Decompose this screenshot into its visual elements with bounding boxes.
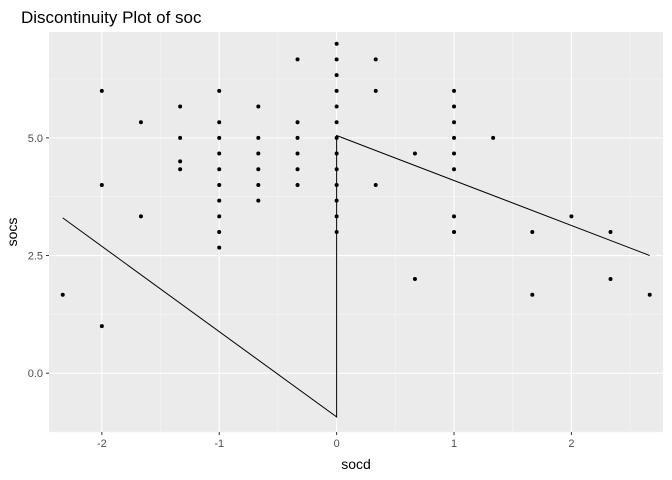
data-point bbox=[178, 104, 183, 109]
data-point bbox=[491, 135, 496, 140]
data-point bbox=[452, 230, 457, 234]
data-point bbox=[608, 230, 613, 234]
data-point bbox=[138, 120, 143, 125]
data-point bbox=[647, 292, 652, 297]
data-point bbox=[334, 120, 339, 125]
data-point bbox=[217, 120, 222, 125]
x-tick-label: -2 bbox=[97, 438, 107, 450]
data-point bbox=[256, 104, 261, 109]
data-point bbox=[295, 135, 300, 140]
data-point bbox=[334, 57, 339, 62]
data-point bbox=[256, 167, 261, 172]
data-point bbox=[217, 214, 222, 219]
data-point bbox=[334, 41, 339, 46]
data-point bbox=[373, 57, 378, 62]
x-tick-label: 1 bbox=[451, 438, 457, 450]
data-points-layer bbox=[60, 41, 652, 329]
x-axis-title: socd bbox=[341, 456, 371, 472]
data-point bbox=[256, 198, 261, 203]
plot-panel bbox=[49, 32, 663, 432]
x-axis: -2 -1 0 1 2 bbox=[97, 432, 574, 450]
data-point bbox=[138, 214, 143, 219]
data-point bbox=[60, 292, 65, 297]
data-point bbox=[217, 88, 222, 93]
data-point bbox=[178, 159, 183, 164]
fit-line-layer bbox=[62, 134, 650, 418]
y-tick-label: 0.0 bbox=[28, 368, 43, 380]
x-tick-label: 0 bbox=[334, 438, 340, 450]
x-tick-label: 2 bbox=[568, 438, 574, 450]
data-point bbox=[295, 151, 300, 156]
data-point bbox=[334, 88, 339, 93]
data-point bbox=[217, 245, 222, 250]
data-point bbox=[569, 214, 574, 219]
data-point bbox=[334, 182, 339, 187]
y-tick-label: 2.5 bbox=[28, 251, 43, 263]
data-point bbox=[295, 120, 300, 125]
data-point bbox=[217, 230, 222, 234]
data-point bbox=[373, 88, 378, 93]
y-axis: 0.0 2.5 5.0 bbox=[28, 133, 49, 380]
data-point bbox=[334, 151, 339, 156]
chart-title: Discontinuity Plot of soc bbox=[21, 8, 202, 27]
data-point bbox=[530, 230, 535, 234]
data-point bbox=[217, 167, 222, 172]
data-point bbox=[256, 135, 261, 140]
data-point bbox=[295, 57, 300, 62]
data-point bbox=[452, 88, 457, 93]
data-point bbox=[178, 167, 183, 172]
data-point bbox=[373, 182, 378, 187]
data-point bbox=[452, 120, 457, 125]
data-point bbox=[452, 214, 457, 219]
data-point bbox=[295, 182, 300, 187]
x-tick-label: -1 bbox=[214, 438, 224, 450]
data-point bbox=[99, 182, 104, 187]
data-point bbox=[256, 182, 261, 187]
data-point bbox=[99, 88, 104, 93]
data-point bbox=[412, 277, 417, 282]
data-point bbox=[334, 104, 339, 109]
data-point bbox=[452, 135, 457, 140]
data-point bbox=[452, 104, 457, 109]
y-axis-title: socs bbox=[4, 218, 20, 247]
data-point bbox=[217, 135, 222, 140]
data-point bbox=[334, 214, 339, 219]
fit-line bbox=[62, 134, 650, 418]
minor-gridlines bbox=[49, 32, 663, 433]
data-point bbox=[295, 167, 300, 172]
data-point bbox=[217, 182, 222, 187]
data-point bbox=[452, 151, 457, 156]
y-tick-label: 5.0 bbox=[28, 133, 43, 145]
data-point bbox=[334, 198, 339, 203]
data-point bbox=[217, 198, 222, 203]
data-point bbox=[334, 230, 339, 234]
data-point bbox=[608, 277, 613, 282]
data-point bbox=[412, 151, 417, 156]
data-point bbox=[334, 167, 339, 172]
data-point bbox=[99, 324, 104, 329]
data-point bbox=[452, 167, 457, 172]
data-point bbox=[334, 135, 339, 140]
data-point bbox=[530, 292, 535, 297]
data-point bbox=[178, 135, 183, 140]
data-point bbox=[256, 151, 261, 156]
data-point bbox=[217, 151, 222, 156]
data-point bbox=[334, 73, 339, 78]
